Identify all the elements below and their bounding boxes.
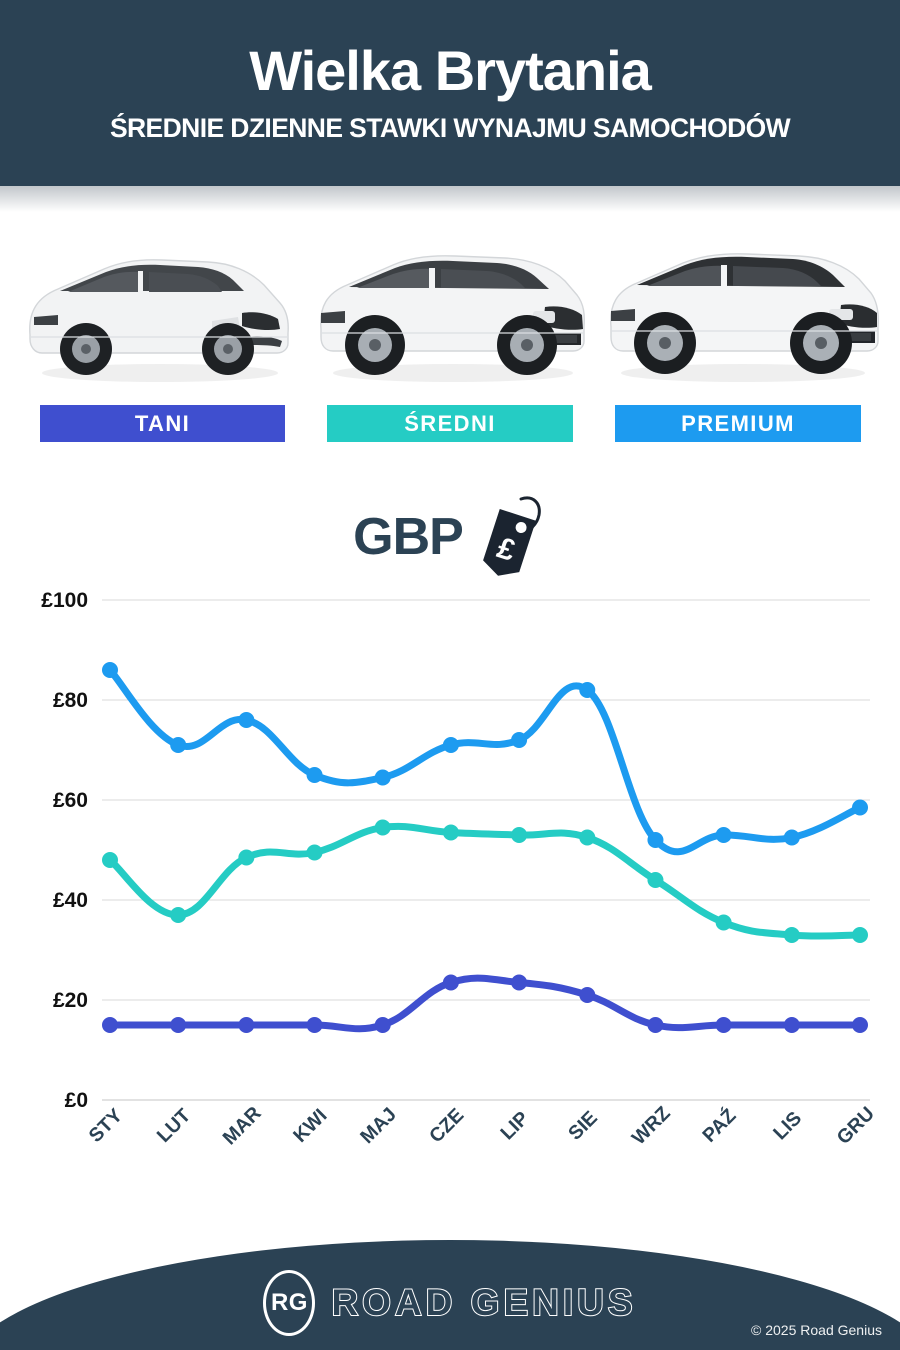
x-axis-tick: LIP (496, 1107, 533, 1144)
y-axis-tick: £80 (53, 689, 88, 712)
data-point[interactable] (647, 872, 664, 888)
price-tag-svg: £ (482, 496, 541, 576)
data-point[interactable] (102, 852, 118, 868)
category-label-sredni: ŚREDNI (404, 410, 496, 436)
category-badge-premium[interactable]: PREMIUM (615, 405, 861, 442)
y-axis-tick: £100 (41, 589, 88, 612)
data-point[interactable] (102, 662, 118, 678)
data-point[interactable] (102, 1017, 118, 1033)
x-axis-tick: PAŹ (698, 1104, 741, 1147)
car-image-tani (12, 225, 302, 385)
series-line-średni (106, 822, 864, 940)
data-point[interactable] (511, 732, 528, 748)
currency-code: GBP (353, 508, 464, 566)
data-point[interactable] (306, 1017, 323, 1033)
rates-line-chart: £0 £20 £40 £60 £80 £100 STY LUT MAR KWI MAJ CZE LIP… (0, 580, 900, 1220)
data-point[interactable] (306, 844, 323, 861)
car-image-premium (597, 225, 887, 385)
data-point[interactable] (170, 737, 187, 753)
x-axis-tick: LUT (153, 1105, 195, 1147)
price-tag-icon: £ (469, 493, 547, 581)
rg-logo-icon: RG (263, 1270, 316, 1336)
data-point[interactable] (783, 829, 800, 846)
data-point[interactable] (170, 907, 187, 923)
data-point[interactable] (715, 827, 732, 843)
data-point[interactable] (374, 1017, 391, 1033)
chart-x-axis-labels: STY LUT MAR KWI MAJ CZE LIP SIE WRZ PAŹ LIS GRU (85, 1102, 879, 1149)
white-suv-icon (320, 255, 586, 382)
data-point[interactable] (238, 1017, 255, 1033)
white-luxury-suv-icon (610, 253, 880, 382)
x-axis-tick: WRZ (628, 1102, 675, 1149)
data-point[interactable] (374, 769, 391, 786)
data-point[interactable] (783, 1017, 800, 1033)
data-point[interactable] (442, 737, 459, 753)
data-point[interactable] (374, 819, 391, 836)
x-axis-tick: KWI (289, 1105, 331, 1147)
data-point[interactable] (442, 974, 459, 991)
category-label-premium: PREMIUM (681, 410, 795, 436)
x-axis-tick: GRU (833, 1103, 879, 1149)
x-axis-tick: LIS (769, 1107, 806, 1144)
header-banner: Wielka Brytania ŚREDNIE DZIENNE STAWKI W… (0, 0, 900, 186)
data-point[interactable] (579, 682, 596, 698)
data-point[interactable] (715, 1017, 732, 1033)
y-axis-tick: £40 (53, 889, 88, 912)
data-point[interactable] (511, 974, 528, 991)
chart-data-points (102, 662, 868, 1033)
chart-gridlines (102, 599, 870, 1101)
y-axis-tick: £0 (65, 1089, 88, 1112)
data-point[interactable] (511, 827, 528, 843)
data-point[interactable] (579, 987, 596, 1003)
data-point[interactable] (442, 824, 459, 841)
category-badge-tani[interactable]: TANI (40, 405, 285, 442)
data-point[interactable] (715, 914, 732, 931)
category-badge-sredni[interactable]: ŚREDNI (327, 405, 573, 442)
page-subtitle: ŚREDNIE DZIENNE STAWKI WYNAJMU SAMOCHODÓ… (109, 112, 791, 143)
data-point[interactable] (306, 767, 323, 783)
chart-series-lines (106, 666, 864, 1033)
brand-name: ROAD GENIUS (330, 1281, 637, 1324)
category-legend: TANI ŚREDNI PREMIUM (0, 405, 900, 443)
page-title: Wielka Brytania (249, 38, 652, 102)
data-point[interactable] (852, 1017, 868, 1033)
copyright-text: © 2025 Road Genius (751, 1322, 882, 1338)
data-point[interactable] (783, 927, 800, 943)
data-point[interactable] (579, 829, 596, 846)
data-point[interactable] (238, 712, 255, 728)
data-point[interactable] (852, 799, 868, 816)
brand-lockup: RG ROAD GENIUS (0, 1270, 900, 1336)
x-axis-tick: MAJ (356, 1103, 401, 1148)
data-point[interactable] (852, 927, 868, 943)
y-axis-tick: £20 (53, 989, 88, 1012)
chart-y-axis-labels: £0 £20 £40 £60 £80 £100 (41, 589, 88, 1112)
x-axis-tick: SIE (564, 1107, 602, 1145)
x-axis-tick: CZE (425, 1104, 468, 1147)
footer: RG ROAD GENIUS © 2025 Road Genius (0, 1240, 900, 1350)
data-point[interactable] (170, 1017, 187, 1033)
data-point[interactable] (647, 832, 664, 848)
currency-indicator: GBP £ (0, 492, 900, 582)
x-axis-tick: STY (85, 1105, 127, 1147)
data-point[interactable] (647, 1017, 664, 1033)
x-axis-tick: MAR (219, 1102, 266, 1149)
chart-svg: £0 £20 £40 £60 £80 £100 STY LUT MAR KWI MAJ CZE LIP… (41, 589, 879, 1149)
data-point[interactable] (238, 849, 255, 866)
series-line-tani (106, 974, 864, 1033)
white-hatchback-icon (29, 259, 289, 382)
category-label-tani: TANI (134, 410, 191, 436)
series-line-premium (106, 666, 864, 856)
rg-logo-initials: RG (270, 1289, 308, 1316)
header-shadow (0, 186, 900, 212)
car-image-sredni (305, 225, 595, 385)
car-illustrations (0, 225, 900, 405)
y-axis-tick: £60 (53, 789, 88, 812)
